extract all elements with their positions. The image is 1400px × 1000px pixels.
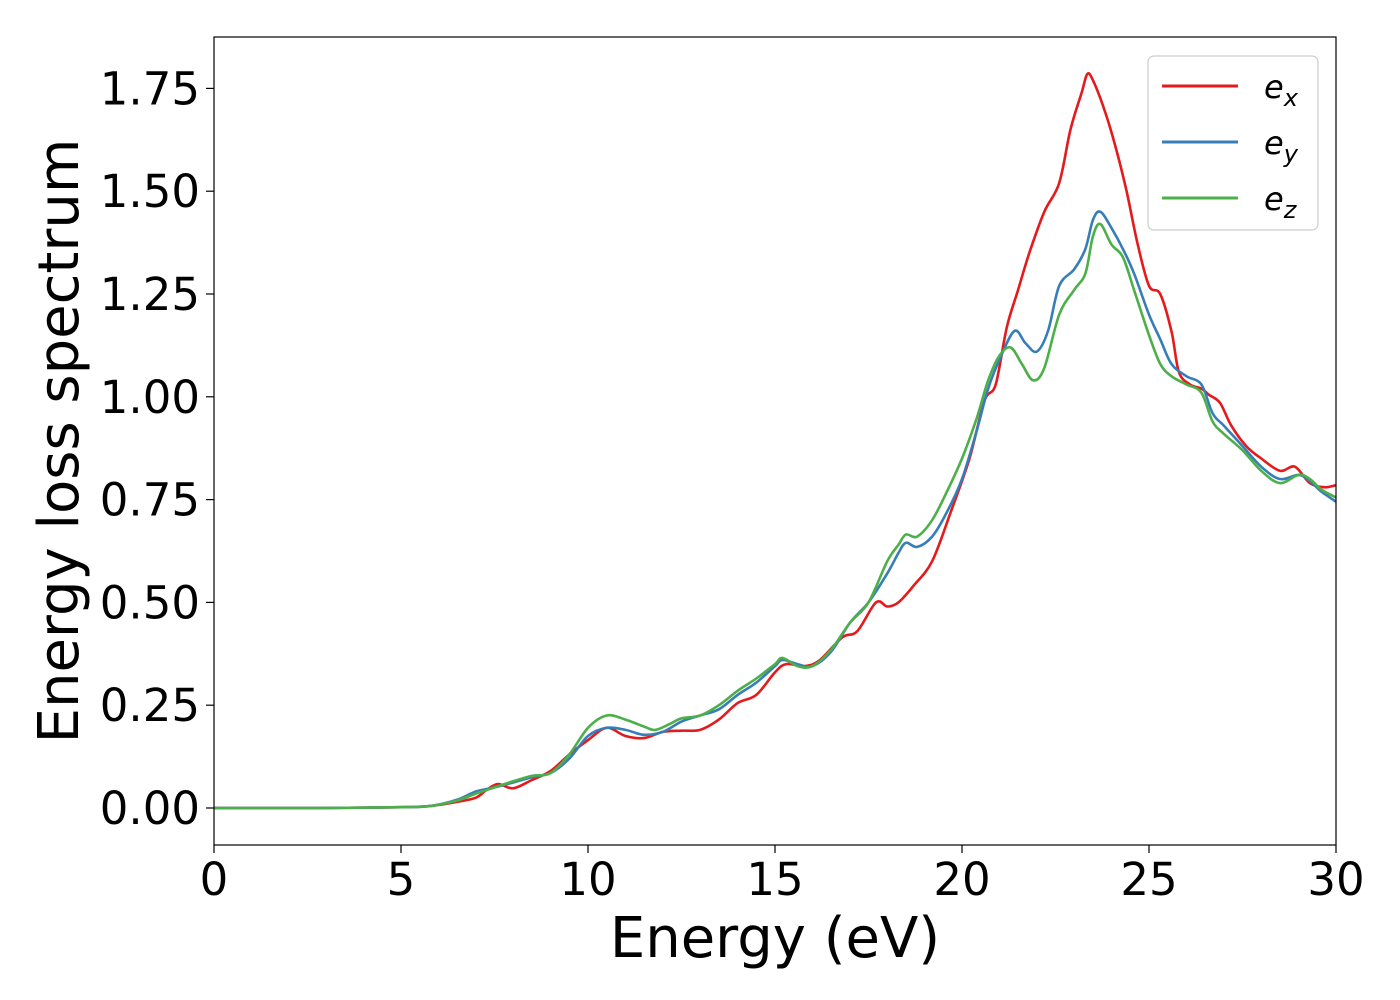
x-tick-label: 5	[387, 853, 416, 906]
series-layer	[214, 72, 1336, 810]
legend-label: ex	[1264, 68, 1299, 112]
y-tick-label: 1.25	[100, 268, 200, 321]
y-tick-label: 1.75	[100, 62, 200, 115]
x-tick-label: 25	[1120, 853, 1177, 906]
series-line-e-z	[214, 222, 1336, 810]
x-tick-label: 30	[1307, 853, 1364, 906]
x-tick-label: 15	[746, 853, 803, 906]
y-tick-label: 0.00	[100, 782, 200, 835]
y-axis-title: Energy loss spectrum	[27, 139, 92, 744]
y-tick-label: 0.50	[100, 576, 200, 629]
series-line-e-x	[214, 72, 1336, 810]
y-tick-label: 0.25	[100, 679, 200, 732]
y-tick-label: 0.75	[100, 474, 200, 527]
y-tick-label: 1.00	[100, 371, 200, 424]
legend: ex ey ez	[1147, 55, 1319, 231]
legend-label: ey	[1264, 124, 1299, 168]
x-tick-label: 10	[559, 853, 616, 906]
legend-label: ez	[1264, 180, 1298, 224]
y-tick-label: 1.50	[100, 165, 200, 218]
y-axis: 0.00 0.25 0.50 0.75 1.00 1.25 1.50 1.75	[100, 62, 214, 835]
x-axis: 0 5 10 15 20 25 30	[200, 845, 1365, 906]
x-tick-label: 0	[200, 853, 229, 906]
series-line-e-y	[214, 210, 1336, 810]
x-tick-label: 20	[933, 853, 990, 906]
x-axis-title: Energy (eV)	[610, 906, 940, 971]
